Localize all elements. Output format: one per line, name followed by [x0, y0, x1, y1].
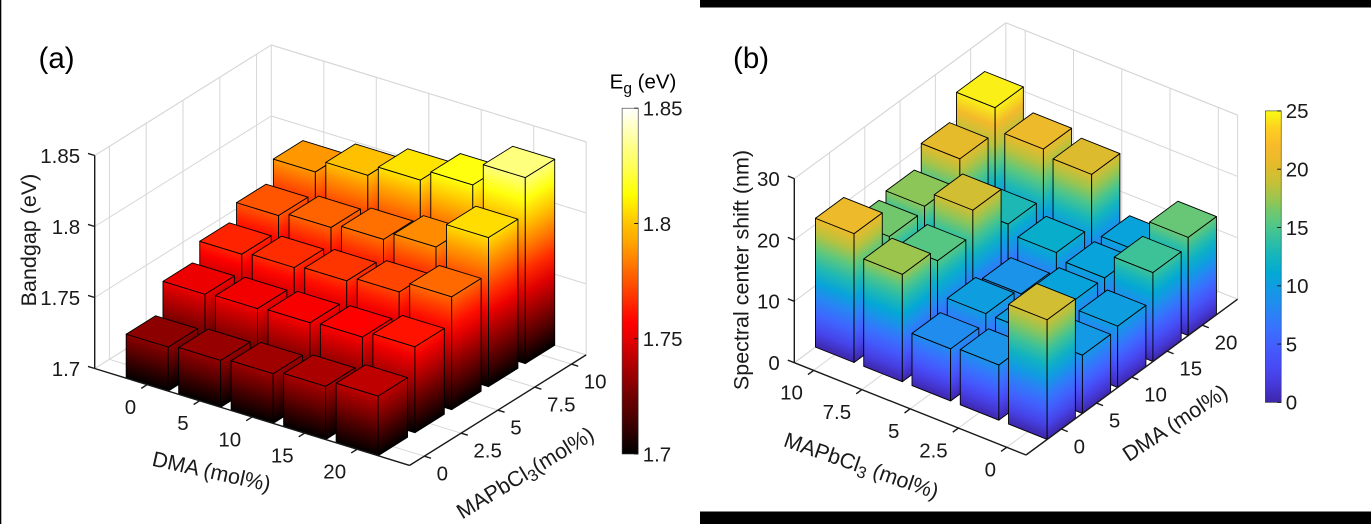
svg-text:2.5: 2.5: [473, 439, 502, 462]
svg-text:1.7: 1.7: [643, 443, 672, 466]
svg-text:15: 15: [271, 444, 294, 467]
svg-text:1.75: 1.75: [40, 287, 80, 310]
svg-text:10: 10: [584, 370, 607, 393]
svg-text:7.5: 7.5: [823, 401, 852, 424]
svg-text:20: 20: [1286, 159, 1309, 182]
svg-text:5: 5: [177, 412, 188, 435]
svg-text:30: 30: [757, 168, 780, 191]
svg-text:0: 0: [437, 463, 448, 486]
svg-text:1.8: 1.8: [52, 216, 81, 239]
svg-text:0: 0: [768, 352, 779, 375]
svg-text:0: 0: [1286, 392, 1297, 415]
svg-text:25: 25: [1286, 100, 1309, 123]
svg-text:1.85: 1.85: [643, 98, 683, 121]
svg-text:10: 10: [757, 291, 780, 314]
svg-text:15: 15: [1179, 357, 1202, 380]
svg-text:1.85: 1.85: [40, 145, 80, 168]
svg-text:0: 0: [985, 459, 996, 482]
svg-text:(b): (b): [733, 42, 769, 75]
svg-text:(a): (a): [39, 42, 75, 75]
svg-text:10: 10: [780, 382, 803, 405]
svg-text:Bandgap (eV): Bandgap (eV): [17, 174, 41, 307]
svg-text:20: 20: [1215, 331, 1238, 354]
svg-text:20: 20: [757, 229, 780, 252]
svg-text:1.75: 1.75: [643, 328, 683, 351]
svg-text:Spectral center shift (nm): Spectral center shift (nm): [730, 150, 754, 390]
svg-text:5: 5: [1109, 409, 1120, 432]
svg-text:5: 5: [888, 420, 899, 443]
svg-text:5: 5: [1286, 333, 1297, 356]
svg-text:1.8: 1.8: [643, 213, 672, 236]
svg-text:10: 10: [1286, 275, 1309, 298]
svg-text:10: 10: [1144, 383, 1167, 406]
svg-text:20: 20: [323, 461, 346, 484]
svg-text:1.7: 1.7: [52, 358, 81, 381]
svg-text:Eg (eV): Eg (eV): [610, 71, 677, 98]
svg-text:0: 0: [125, 396, 136, 419]
svg-text:15: 15: [1286, 217, 1309, 240]
svg-text:5: 5: [510, 416, 521, 439]
svg-text:2.5: 2.5: [919, 439, 948, 462]
svg-text:7.5: 7.5: [547, 393, 576, 416]
svg-text:0: 0: [1074, 435, 1085, 458]
svg-text:10: 10: [218, 428, 241, 451]
